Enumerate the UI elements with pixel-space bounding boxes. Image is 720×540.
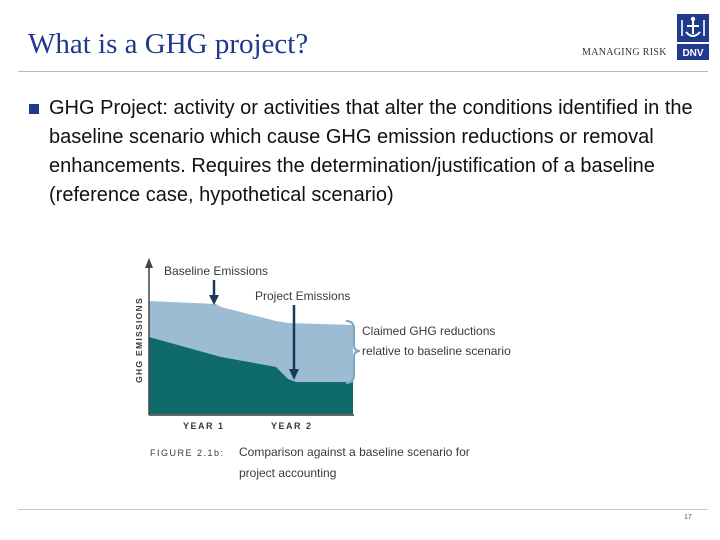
title-divider — [18, 71, 708, 72]
bullet-square-icon — [29, 104, 39, 114]
y-axis-arrow — [145, 258, 153, 268]
figure-caption-line-1: Comparison against a baseline scenario f… — [239, 445, 470, 459]
page-title: What is a GHG project? — [28, 28, 309, 60]
claimed-reductions-label: Claimed GHG reductions — [362, 324, 495, 338]
bullet-text: GHG Project: activity or activities that… — [49, 97, 693, 206]
page-number: 17 — [684, 514, 692, 521]
x-label-year-2: YEAR 2 — [271, 421, 313, 431]
figure-caption-line-2: project accounting — [239, 466, 336, 480]
y-axis-label: GHG EMISSIONS — [134, 297, 144, 383]
managing-risk-tagline: MANAGING RISK — [582, 47, 667, 58]
footer-divider — [18, 509, 708, 510]
dnv-logo: DNV — [677, 14, 709, 60]
baseline-arrow-head — [209, 295, 219, 305]
figure-caption-prefix: FIGURE 2.1b: — [150, 448, 225, 458]
x-label-year-1: YEAR 1 — [183, 421, 225, 431]
baseline-emissions-label: Baseline Emissions — [164, 264, 268, 278]
project-area — [149, 337, 353, 414]
claimed-reductions-label-2: relative to baseline scenario — [362, 344, 511, 358]
ghg-diagram: GHG EMISSIONS Baseline Emissions Project… — [134, 258, 511, 480]
logo-text: DNV — [682, 48, 703, 59]
claimed-reductions-brace — [345, 320, 361, 384]
project-emissions-label: Project Emissions — [255, 289, 350, 303]
project-arrow-head — [289, 369, 299, 380]
